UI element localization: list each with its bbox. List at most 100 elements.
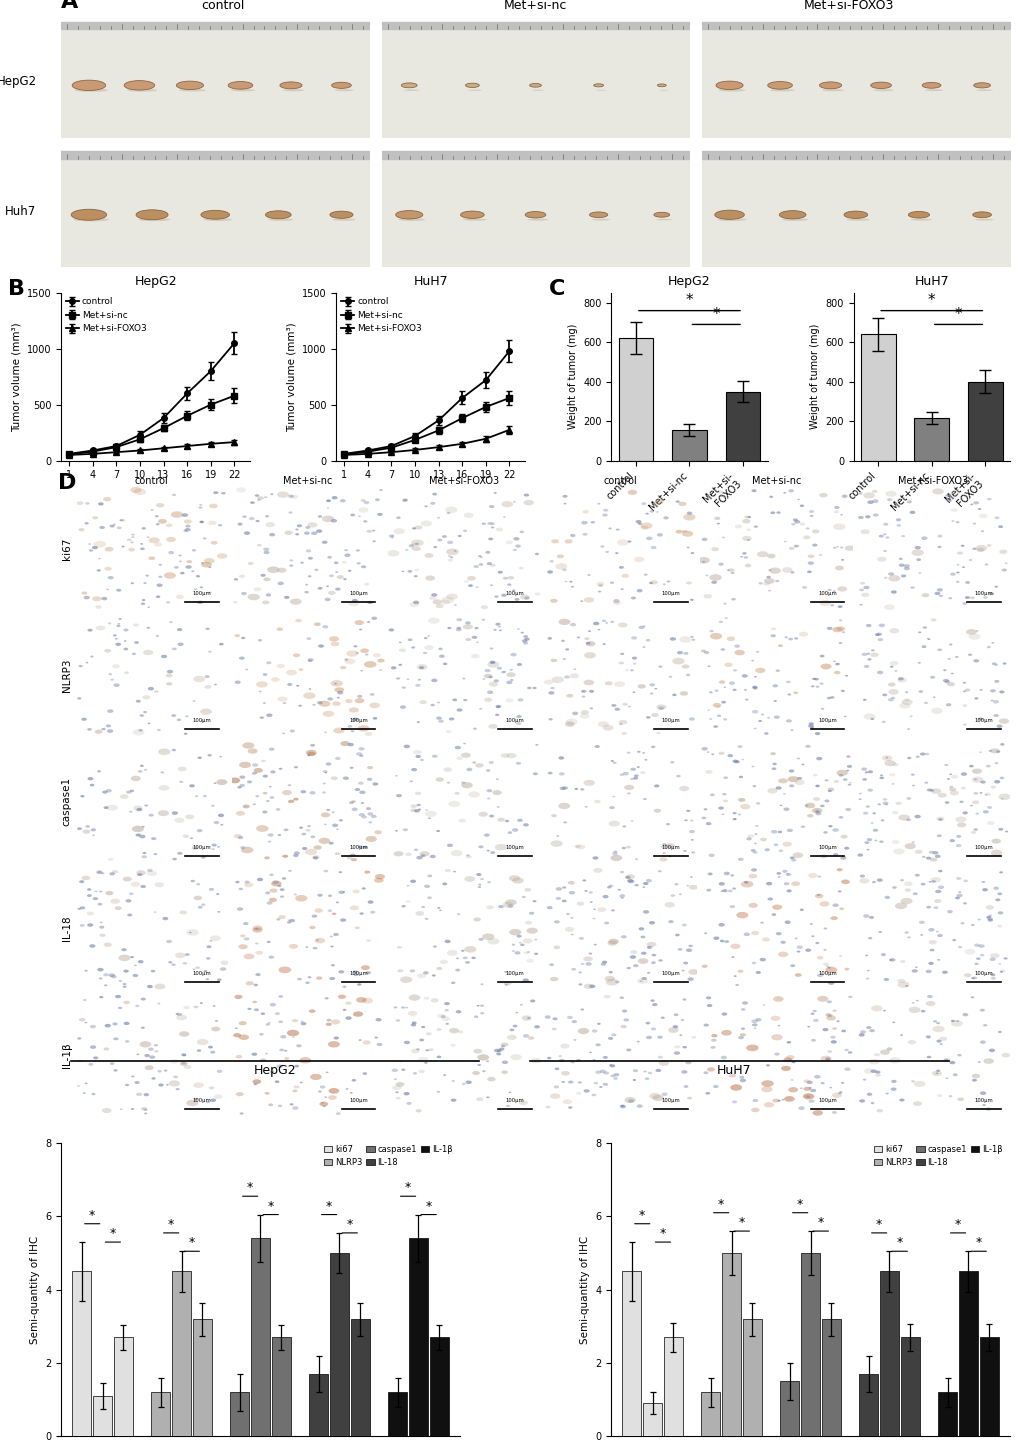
Ellipse shape [261, 760, 266, 762]
Ellipse shape [569, 580, 572, 583]
Ellipse shape [999, 971, 1002, 972]
Ellipse shape [571, 586, 574, 588]
Ellipse shape [105, 1024, 111, 1027]
Ellipse shape [172, 493, 176, 496]
Ellipse shape [658, 1061, 668, 1066]
Ellipse shape [126, 538, 131, 541]
Ellipse shape [786, 829, 792, 831]
Ellipse shape [347, 726, 352, 727]
Ellipse shape [450, 1098, 455, 1101]
Ellipse shape [78, 1019, 86, 1022]
Ellipse shape [425, 811, 436, 817]
Ellipse shape [208, 1046, 213, 1049]
Ellipse shape [79, 881, 85, 884]
Ellipse shape [794, 937, 797, 939]
Ellipse shape [186, 929, 199, 936]
Ellipse shape [544, 1016, 550, 1019]
Ellipse shape [338, 871, 341, 874]
Ellipse shape [748, 874, 756, 878]
Ellipse shape [217, 553, 227, 559]
Ellipse shape [360, 670, 363, 672]
Ellipse shape [706, 752, 708, 753]
Ellipse shape [946, 778, 949, 779]
Ellipse shape [714, 210, 744, 219]
Ellipse shape [576, 901, 584, 905]
Ellipse shape [688, 945, 692, 948]
Ellipse shape [712, 1085, 717, 1088]
Ellipse shape [825, 965, 828, 968]
Ellipse shape [436, 717, 441, 720]
Ellipse shape [675, 530, 682, 534]
Ellipse shape [728, 1074, 736, 1078]
Ellipse shape [206, 958, 210, 959]
Ellipse shape [979, 953, 983, 956]
Ellipse shape [287, 920, 290, 921]
Ellipse shape [677, 948, 682, 950]
Ellipse shape [898, 814, 909, 821]
Ellipse shape [520, 631, 524, 634]
Ellipse shape [396, 946, 401, 949]
Text: B: B [8, 280, 25, 299]
Ellipse shape [289, 560, 292, 562]
Ellipse shape [717, 89, 745, 91]
Ellipse shape [390, 666, 396, 669]
Ellipse shape [158, 576, 162, 577]
Ellipse shape [840, 559, 844, 560]
Ellipse shape [836, 868, 842, 872]
Ellipse shape [762, 1004, 764, 1006]
Ellipse shape [93, 897, 98, 900]
Ellipse shape [601, 620, 605, 622]
Ellipse shape [973, 943, 979, 948]
Ellipse shape [691, 852, 695, 853]
Ellipse shape [960, 921, 964, 924]
Ellipse shape [771, 904, 782, 910]
Ellipse shape [493, 679, 498, 682]
Ellipse shape [203, 795, 207, 797]
Ellipse shape [674, 1045, 680, 1049]
Ellipse shape [794, 519, 800, 524]
Ellipse shape [178, 554, 181, 556]
Ellipse shape [301, 1020, 303, 1022]
Ellipse shape [270, 493, 273, 495]
Y-axis label: Tumor volume (mm³): Tumor volume (mm³) [286, 322, 297, 431]
Text: *: * [711, 308, 719, 322]
Ellipse shape [171, 749, 176, 752]
Ellipse shape [480, 1004, 484, 1007]
Ellipse shape [399, 1061, 401, 1062]
Ellipse shape [701, 817, 705, 820]
Ellipse shape [969, 596, 974, 599]
Ellipse shape [585, 641, 590, 644]
Ellipse shape [641, 502, 646, 505]
Ellipse shape [252, 1052, 257, 1056]
Ellipse shape [131, 826, 144, 831]
Ellipse shape [620, 871, 624, 874]
Ellipse shape [603, 921, 608, 924]
Ellipse shape [667, 1027, 678, 1033]
Bar [113, 1338, 132, 1436]
Ellipse shape [624, 785, 634, 791]
Ellipse shape [409, 602, 419, 607]
Ellipse shape [277, 492, 288, 498]
Ellipse shape [715, 81, 743, 90]
Ellipse shape [608, 528, 611, 530]
Ellipse shape [774, 786, 781, 789]
Ellipse shape [844, 968, 849, 971]
Ellipse shape [513, 537, 519, 541]
Text: 100μm: 100μm [817, 971, 836, 977]
Ellipse shape [682, 530, 687, 533]
Ellipse shape [158, 519, 167, 524]
Ellipse shape [307, 826, 311, 827]
Ellipse shape [138, 770, 143, 773]
Ellipse shape [216, 894, 219, 895]
Ellipse shape [210, 1051, 215, 1053]
Ellipse shape [861, 778, 866, 781]
Ellipse shape [739, 1075, 744, 1080]
Ellipse shape [82, 876, 90, 881]
Ellipse shape [781, 1098, 784, 1100]
Ellipse shape [858, 589, 863, 591]
Ellipse shape [998, 718, 1008, 724]
Ellipse shape [977, 1061, 979, 1062]
Ellipse shape [650, 961, 655, 963]
Ellipse shape [362, 1040, 370, 1045]
Ellipse shape [334, 89, 354, 91]
